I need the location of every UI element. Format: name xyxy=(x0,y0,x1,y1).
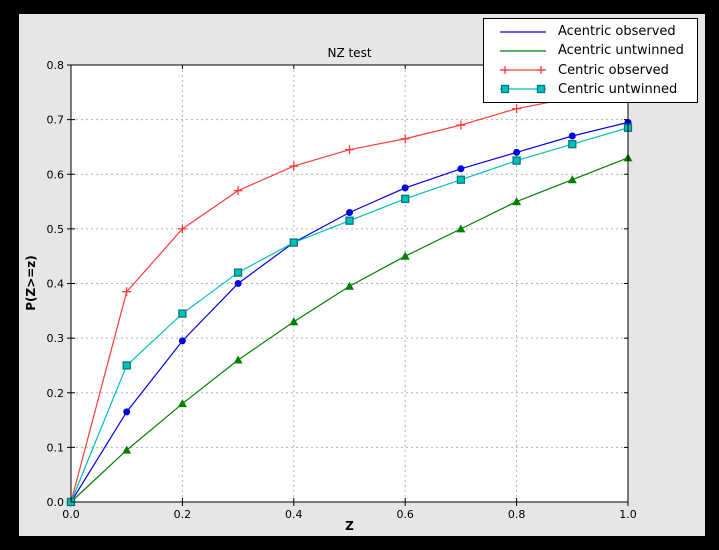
legend-sample-triangle xyxy=(500,50,546,52)
marker-circle xyxy=(401,184,409,192)
figure-canvas: 0.0 0.2 0.4 0.6 0.8 1.0 0.0 0.1 0.2 0.3 0.4 0.5 0.6 0… xyxy=(19,14,705,536)
y-tick-label: 0.4 xyxy=(47,278,65,291)
plot-border xyxy=(70,64,629,503)
marker-circle xyxy=(178,337,186,345)
legend-label: Centric observed xyxy=(558,62,669,78)
marker-square xyxy=(178,309,187,318)
marker-triangle xyxy=(567,175,577,184)
marker-circle xyxy=(123,408,131,416)
legend-sample-plus xyxy=(500,66,546,75)
x-tick-label: 0.4 xyxy=(285,508,303,521)
marker-triangle xyxy=(289,317,299,326)
legend-sample-square xyxy=(500,85,546,94)
legend: Acentric observed Acentric untwinned Centr… xyxy=(483,18,698,103)
marker-square xyxy=(345,216,354,225)
marker-circle xyxy=(346,208,353,216)
marker-square xyxy=(401,194,410,203)
legend-label: Acentric observed xyxy=(558,24,676,40)
x-tick-label: 0.2 xyxy=(174,508,192,521)
marker-square xyxy=(456,175,466,184)
x-tick-label: 1.0 xyxy=(619,508,637,521)
marker-triangle xyxy=(456,224,466,233)
marker-square xyxy=(233,268,243,277)
legend-row: Centric untwinned xyxy=(484,82,697,97)
y-tick-label: 0.1 xyxy=(47,441,65,454)
marker-square xyxy=(289,238,298,247)
y-tick-label: 0.6 xyxy=(47,168,65,181)
y-tick-label: 0.2 xyxy=(47,387,65,400)
y-axis-label: P(Z>=z) xyxy=(24,255,38,311)
marker-square xyxy=(512,156,521,165)
x-tick-label: 0.6 xyxy=(396,508,414,521)
marker-triangle xyxy=(345,281,354,290)
chart-title: NZ test xyxy=(327,46,372,60)
legend-row: Acentric observed xyxy=(484,24,697,39)
marker-triangle xyxy=(122,445,132,454)
marker-circle xyxy=(513,148,521,156)
legend-row: Acentric untwinned xyxy=(484,43,697,58)
y-tick-label: 0.3 xyxy=(47,332,65,345)
plot-svg: 0.0 0.2 0.4 0.6 0.8 1.0 0.0 0.1 0.2 0.3 0.4 0.5 0.6 0… xyxy=(47,59,637,521)
marker-square xyxy=(122,361,131,370)
x-tick-label: 0.8 xyxy=(508,508,526,521)
marker-triangle xyxy=(233,355,243,364)
legend-row: Centric observed xyxy=(484,63,697,78)
marker-circle xyxy=(234,280,242,287)
marker-square xyxy=(568,140,577,149)
marker-triangle xyxy=(512,197,522,206)
y-tick-label: 0.5 xyxy=(47,223,65,236)
x-axis-label: Z xyxy=(345,519,354,533)
marker-triangle xyxy=(400,251,410,260)
legend-sample-circle xyxy=(500,30,546,33)
marker-circle xyxy=(457,165,465,173)
legend-label: Centric untwinned xyxy=(558,81,678,97)
x-tick-label: 0.0 xyxy=(62,508,80,521)
y-tick-label: 0.0 xyxy=(47,496,65,509)
y-tick-label: 0.7 xyxy=(47,114,65,127)
legend-label: Acentric untwinned xyxy=(558,43,684,59)
marker-circle xyxy=(568,132,576,140)
y-tick-label: 0.8 xyxy=(47,59,65,72)
marker-triangle xyxy=(177,399,187,408)
